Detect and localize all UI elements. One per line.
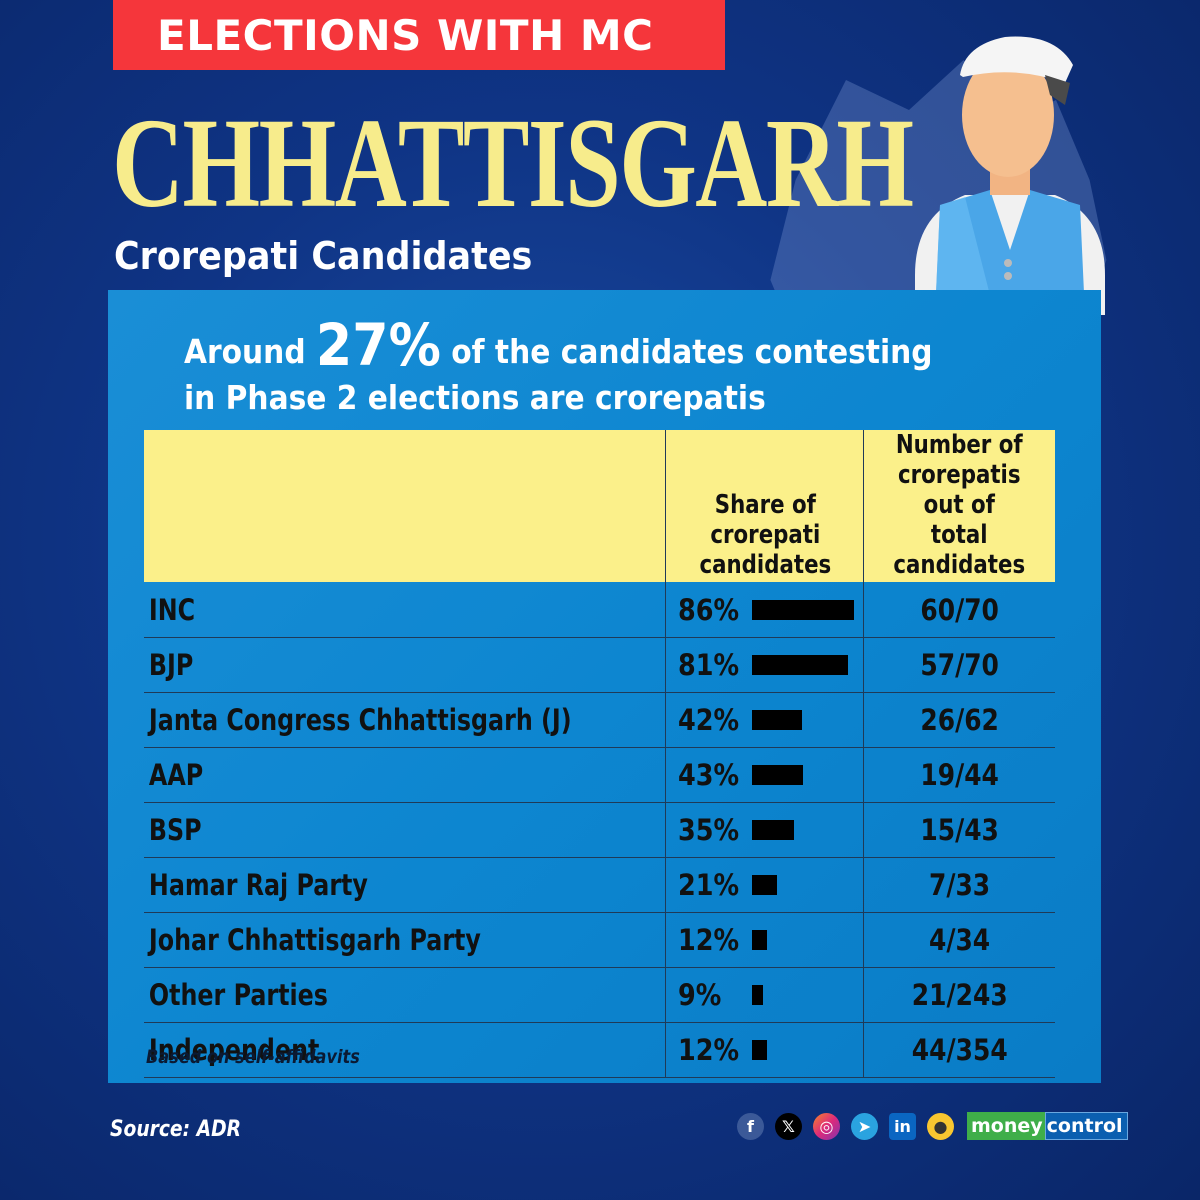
- share-cell: 12%: [665, 912, 864, 968]
- party-cell: Hamar Raj Party: [144, 857, 666, 913]
- share-bar: [752, 930, 767, 950]
- social-links: f 𝕏 ◎ ➤ in ● money control: [737, 1112, 1128, 1140]
- linkedin-icon[interactable]: in: [889, 1112, 916, 1140]
- count-cell: 7/33: [863, 857, 1055, 913]
- table-row: Johar Chhattisgarh Party 12% 4/34: [144, 912, 1055, 968]
- party-cell: Independent: [144, 1022, 666, 1078]
- headline-prefix: Around: [184, 332, 306, 371]
- party-cell: INC: [144, 582, 666, 638]
- share-cell: 35%: [665, 802, 864, 858]
- crorepati-table: Share of crorepati candidates Number of …: [144, 430, 1055, 1078]
- count-cell: 19/44: [863, 747, 1055, 803]
- table-row: BJP 81% 57/70: [144, 637, 1055, 693]
- party-cell: BJP: [144, 637, 666, 693]
- table-row: Hamar Raj Party 21% 7/33: [144, 857, 1055, 913]
- count-cell: 60/70: [863, 582, 1055, 638]
- table-row: Independent 12% 44/354: [144, 1022, 1055, 1078]
- share-cell: 21%: [665, 857, 864, 913]
- share-bar: [752, 655, 849, 675]
- count-cell: 21/243: [863, 967, 1055, 1023]
- header-party: [144, 430, 666, 582]
- share-bar: [752, 820, 794, 840]
- table-row: INC 86% 60/70: [144, 582, 1055, 638]
- share-bar: [752, 1040, 767, 1060]
- share-cell: 86%: [665, 582, 864, 638]
- table-row: AAP 43% 19/44: [144, 747, 1055, 803]
- count-cell: 15/43: [863, 802, 1055, 858]
- moneycontrol-logo[interactable]: money control: [967, 1112, 1128, 1140]
- headline-highlight-stat: 27%: [315, 311, 441, 379]
- share-bar: [752, 765, 804, 785]
- source-credit: Source: ADR: [110, 1117, 242, 1142]
- page-subtitle: Crorepati Candidates: [114, 234, 533, 278]
- share-bar: [752, 710, 803, 730]
- share-cell: 42%: [665, 692, 864, 748]
- data-panel: Around 27% of the candidates contesting …: [108, 290, 1101, 1083]
- share-bar: [752, 875, 778, 895]
- headline-suffix: of the candidates contesting: [451, 332, 933, 371]
- count-cell: 26/62: [863, 692, 1055, 748]
- header-share: Share of crorepati candidates: [665, 430, 864, 582]
- politician-avatar-icon: [915, 36, 1105, 315]
- header-count: Number of crorepatis out of total candid…: [863, 430, 1055, 582]
- table-row: BSP 35% 15/43: [144, 802, 1055, 858]
- telegram-icon[interactable]: ➤: [851, 1112, 878, 1140]
- headline-line2: in Phase 2 elections are crorepatis: [184, 378, 766, 417]
- footnote: Based on self-affidavits: [146, 1046, 360, 1068]
- table-header-row: Share of crorepati candidates Number of …: [144, 430, 1055, 582]
- facebook-icon[interactable]: f: [737, 1112, 764, 1140]
- koo-icon[interactable]: ●: [927, 1112, 954, 1140]
- party-cell: Janta Congress Chhattisgarh (J): [144, 692, 666, 748]
- share-cell: 43%: [665, 747, 864, 803]
- banner-label: ELECTIONS WITH MC: [157, 10, 654, 60]
- count-cell: 4/34: [863, 912, 1055, 968]
- count-cell: 57/70: [863, 637, 1055, 693]
- share-bar: [752, 599, 854, 620]
- share-cell: 9%: [665, 967, 864, 1023]
- table-row: Other Parties 9% 21/243: [144, 967, 1055, 1023]
- count-cell: 44/354: [863, 1022, 1055, 1078]
- page-title: CHHATTISGARH: [112, 92, 914, 234]
- x-icon[interactable]: 𝕏: [775, 1112, 802, 1140]
- share-bar: [752, 985, 764, 1005]
- party-cell: BSP: [144, 802, 666, 858]
- party-cell: Johar Chhattisgarh Party: [144, 912, 666, 968]
- instagram-icon[interactable]: ◎: [813, 1112, 840, 1140]
- share-cell: 81%: [665, 637, 864, 693]
- table-row: Janta Congress Chhattisgarh (J) 42% 26/62: [144, 692, 1055, 748]
- series-banner: ELECTIONS WITH MC: [113, 0, 725, 70]
- headline: Around 27% of the candidates contesting …: [184, 316, 933, 421]
- party-cell: Other Parties: [144, 967, 666, 1023]
- party-cell: AAP: [144, 747, 666, 803]
- share-cell: 12%: [665, 1022, 864, 1078]
